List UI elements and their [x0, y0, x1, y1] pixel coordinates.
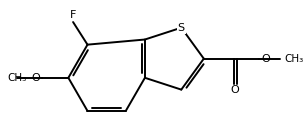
Text: CH₃: CH₃ [284, 54, 303, 64]
Text: F: F [70, 10, 76, 20]
Text: O: O [230, 85, 239, 95]
Text: O: O [31, 73, 40, 83]
Text: CH₃: CH₃ [7, 73, 26, 83]
Text: O: O [261, 54, 270, 64]
Text: S: S [178, 23, 185, 33]
